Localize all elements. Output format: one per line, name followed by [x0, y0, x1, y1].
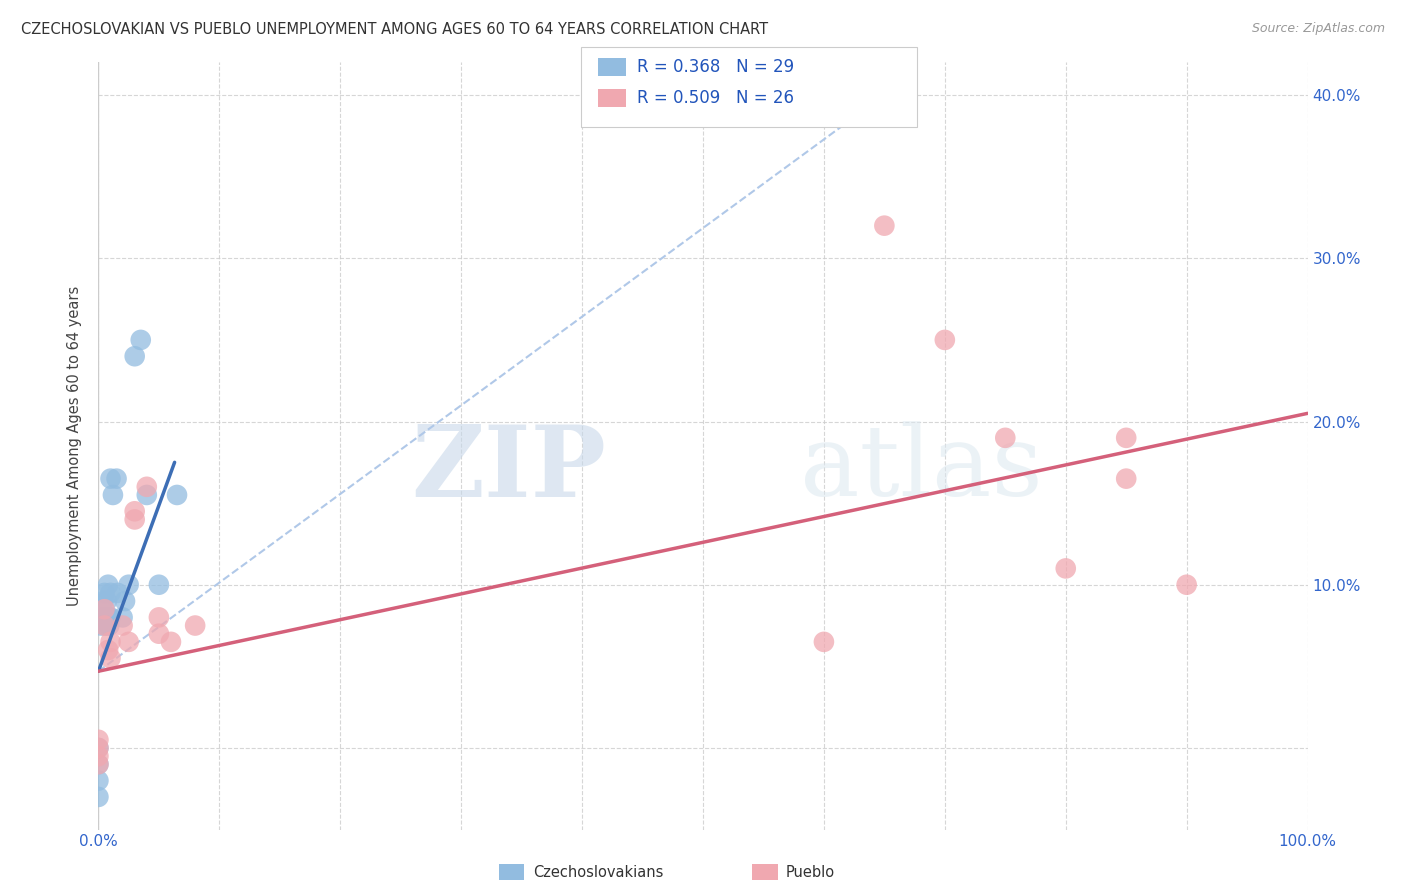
Point — [105, 472, 128, 486]
Point — [93, 586, 115, 600]
Text: Czechoslovakians: Czechoslovakians — [533, 865, 664, 880]
Text: R = 0.368   N = 29: R = 0.368 N = 29 — [637, 58, 794, 76]
Point — [87, 757, 110, 772]
Point — [994, 431, 1017, 445]
Point — [111, 610, 134, 624]
Point — [148, 610, 170, 624]
Point — [98, 610, 121, 624]
Point — [1115, 431, 1137, 445]
Point — [87, 789, 110, 804]
Point — [87, 757, 110, 772]
Point — [184, 618, 207, 632]
Point — [87, 741, 110, 756]
Point — [160, 635, 183, 649]
Point — [87, 741, 110, 756]
Point — [96, 610, 118, 624]
Y-axis label: Unemployment Among Ages 60 to 64 years: Unemployment Among Ages 60 to 64 years — [67, 285, 83, 607]
Text: Source: ZipAtlas.com: Source: ZipAtlas.com — [1251, 22, 1385, 36]
Point — [87, 773, 110, 788]
Point — [118, 578, 141, 592]
Point — [124, 512, 146, 526]
Point — [93, 602, 115, 616]
Point — [148, 626, 170, 640]
Point — [97, 643, 120, 657]
Point — [101, 488, 124, 502]
Point — [87, 749, 110, 764]
Text: R = 0.509   N = 26: R = 0.509 N = 26 — [637, 89, 794, 107]
Text: atlas: atlas — [800, 421, 1042, 516]
Point — [93, 610, 115, 624]
Point — [100, 635, 122, 649]
Point — [87, 732, 110, 747]
Point — [98, 618, 121, 632]
Point — [90, 618, 112, 632]
Point — [813, 635, 835, 649]
Point — [124, 504, 146, 518]
Point — [100, 651, 122, 665]
Point — [100, 472, 122, 486]
Point — [1115, 472, 1137, 486]
Point — [124, 349, 146, 363]
Point — [1054, 561, 1077, 575]
Point — [135, 488, 157, 502]
Point — [934, 333, 956, 347]
Point — [96, 594, 118, 608]
Point — [94, 618, 117, 632]
Point — [148, 578, 170, 592]
Text: ZIP: ZIP — [412, 420, 606, 517]
Point — [135, 480, 157, 494]
Point — [91, 610, 114, 624]
Text: CZECHOSLOVAKIAN VS PUEBLO UNEMPLOYMENT AMONG AGES 60 TO 64 YEARS CORRELATION CHA: CZECHOSLOVAKIAN VS PUEBLO UNEMPLOYMENT A… — [21, 22, 768, 37]
Point — [107, 586, 129, 600]
Point — [166, 488, 188, 502]
Point — [111, 618, 134, 632]
Point — [873, 219, 896, 233]
Point — [100, 610, 122, 624]
Point — [93, 618, 115, 632]
Point — [91, 594, 114, 608]
Point — [1175, 578, 1198, 592]
Point — [129, 333, 152, 347]
Text: Pueblo: Pueblo — [786, 865, 835, 880]
Point — [114, 594, 136, 608]
Point — [118, 635, 141, 649]
Point — [100, 586, 122, 600]
Point — [97, 578, 120, 592]
